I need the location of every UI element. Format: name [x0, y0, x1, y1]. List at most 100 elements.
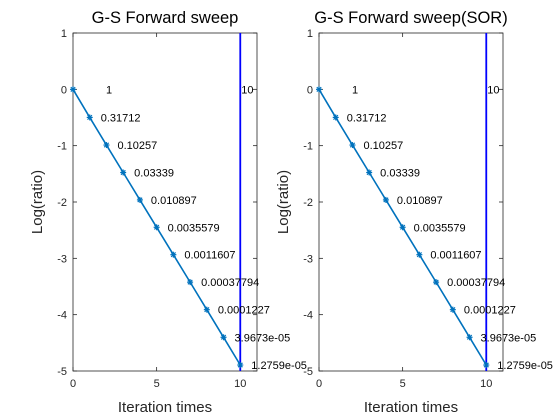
x-tick-label: 10	[234, 378, 246, 390]
marker-stroke	[466, 334, 473, 340]
data-point-marker	[416, 251, 423, 258]
data-label: 0.0035579	[168, 222, 220, 234]
y-axis-label-left: Log(ratio)	[29, 170, 46, 234]
axes-box	[72, 32, 258, 372]
data-label: 0.0011607	[430, 250, 481, 262]
data-point-marker	[86, 114, 93, 121]
marker-stroke	[316, 86, 322, 92]
iteration-marker-label: 10	[487, 84, 499, 96]
y-tick-label: 0	[307, 84, 313, 96]
chart-title-right: G-S Forward sweep(SOR)	[314, 9, 507, 27]
marker-stroke	[450, 307, 456, 313]
marker-stroke	[70, 86, 76, 92]
data-point-marker	[203, 306, 210, 313]
data-point-marker	[316, 86, 322, 93]
data-point-marker	[399, 224, 406, 231]
marker-stroke	[204, 307, 210, 313]
x-tick-label: 5	[154, 378, 160, 390]
data-point-marker	[70, 86, 76, 93]
data-point-marker	[153, 224, 160, 231]
data-point-marker	[433, 279, 440, 286]
data-label: 0.0011607	[184, 250, 235, 262]
x-axis-label-left: Iteration times	[118, 399, 212, 416]
data-label: 0.03339	[380, 168, 420, 180]
plot-area-left	[73, 33, 257, 371]
y-tick-label: 1	[61, 28, 67, 40]
marker-stroke	[333, 114, 339, 121]
data-label: 1	[352, 84, 358, 96]
y-tick-label: 0	[61, 84, 67, 96]
axes-box	[318, 32, 504, 372]
data-label: 0.31712	[347, 112, 387, 124]
chart-title-left: G-S Forward sweep	[92, 9, 239, 27]
data-point-marker	[466, 334, 473, 341]
chart-panel-left: G-S Forward sweep Iteration times Log(ra…	[29, 9, 307, 416]
data-label: 0.010897	[397, 195, 443, 207]
y-tick-label: -1	[57, 141, 67, 153]
marker-stroke	[400, 224, 406, 230]
marker-stroke	[154, 224, 160, 230]
x-tick-label: 10	[480, 378, 492, 390]
tick-labels-left: 10-1-2-3-4-50 5 10	[57, 28, 257, 390]
y-tick-label: -3	[57, 253, 67, 265]
y-tick-label: -2	[303, 197, 313, 209]
data-label: 3.9673e-05	[481, 332, 537, 344]
data-label: 3.9673e-05	[235, 332, 291, 344]
data-label: 1.2759e-05	[251, 360, 307, 372]
data-point-marker	[449, 306, 456, 313]
data-point-marker	[332, 114, 339, 121]
chart-panel-right: G-S Forward sweep(SOR) Iteration times L…	[275, 9, 553, 416]
marker-stroke	[416, 252, 422, 258]
data-label: 0.0001227	[218, 305, 270, 317]
marker-stroke	[433, 279, 439, 285]
data-label: 0.03339	[134, 168, 174, 180]
y-tick-label: 1	[307, 28, 313, 40]
marker-stroke	[120, 169, 126, 176]
y-tick-label: -4	[303, 310, 313, 322]
data-point-marker	[382, 196, 389, 203]
data-point-marker	[103, 142, 110, 149]
x-tick-label: 0	[316, 378, 322, 390]
data-label: 0.010897	[151, 195, 197, 207]
marker-stroke	[87, 114, 93, 121]
data-point-marker	[136, 196, 143, 203]
marker-stroke	[137, 197, 143, 203]
data-label: 1.2759e-05	[497, 360, 553, 372]
marker-stroke	[483, 362, 489, 368]
data-point-marker	[120, 169, 127, 176]
y-axis-label-right: Log(ratio)	[275, 170, 292, 234]
series-marks-left: 10 1 0.31712 0.10257 0.03339 0.010897 0.003557…	[70, 32, 307, 372]
data-point-marker	[349, 142, 356, 149]
iteration-marker-label: 10	[241, 84, 253, 96]
marker-stroke	[220, 334, 227, 340]
plot-area-right	[319, 33, 503, 371]
y-tick-label: -5	[57, 366, 67, 378]
data-point-marker	[366, 169, 373, 176]
data-label: 0.00037794	[447, 277, 505, 289]
data-point-marker	[483, 362, 490, 369]
data-label: 0.31712	[101, 112, 141, 124]
marker-stroke	[187, 279, 193, 285]
data-point-marker	[170, 251, 177, 258]
marker-stroke	[237, 362, 243, 368]
data-label: 0.10257	[117, 140, 157, 152]
marker-stroke	[103, 142, 110, 148]
data-point-marker	[187, 279, 194, 286]
data-label: 0.0035579	[414, 222, 466, 234]
marker-stroke	[349, 142, 356, 148]
y-tick-label: -4	[57, 310, 67, 322]
y-tick-label: -1	[303, 141, 313, 153]
data-point-marker	[237, 362, 244, 369]
data-label: 0.0001227	[464, 305, 516, 317]
marker-stroke	[366, 169, 372, 176]
data-label: 0.10257	[363, 140, 403, 152]
marker-stroke	[383, 197, 389, 203]
marker-stroke	[170, 252, 176, 258]
x-tick-label: 0	[70, 378, 76, 390]
y-tick-label: -2	[57, 197, 67, 209]
x-axis-label-right: Iteration times	[364, 399, 458, 416]
data-point-marker	[220, 334, 227, 341]
x-tick-label: 5	[400, 378, 406, 390]
